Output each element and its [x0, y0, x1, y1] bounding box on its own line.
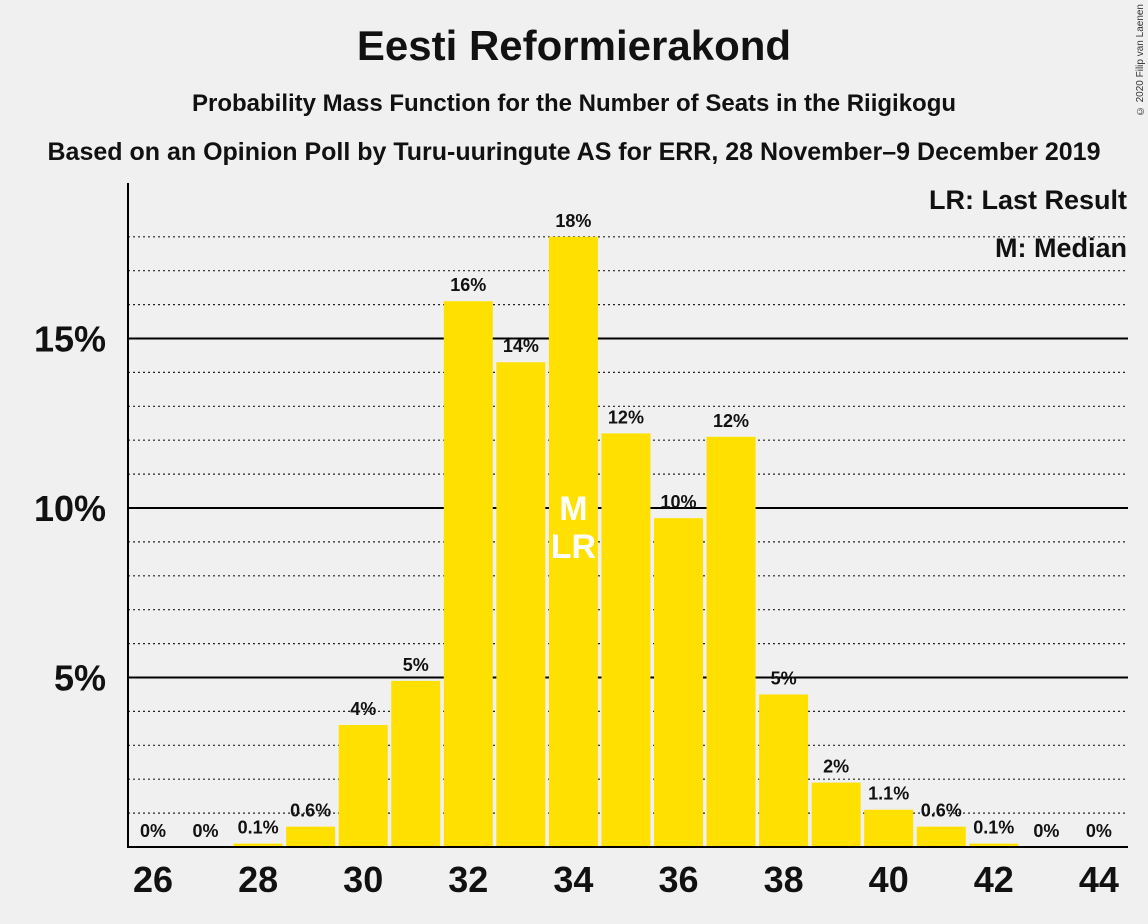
median-marker: M	[559, 490, 587, 528]
chart-subtitle: Probability Mass Function for the Number…	[191, 90, 957, 117]
bar-seat-39	[811, 782, 861, 847]
bar-seat-28	[233, 843, 283, 847]
legend-median: M: Median	[995, 233, 1127, 263]
bar-seat-31	[391, 680, 441, 847]
data-label: 0.1%	[973, 818, 1014, 838]
legend-last-result: LR: Last Result	[929, 185, 1127, 215]
x-tick-label: 34	[553, 859, 593, 900]
bar-seat-34	[548, 236, 598, 848]
bar-seat-38	[759, 694, 809, 847]
data-label: 12%	[608, 407, 644, 427]
bar-seat-29	[286, 826, 336, 847]
data-label: 16%	[450, 275, 486, 295]
bar-seat-32	[443, 301, 493, 848]
y-tick-label: 5%	[54, 658, 106, 699]
data-label: 0.6%	[921, 801, 962, 821]
x-tick-label: 30	[343, 859, 383, 900]
data-label: 0%	[1086, 821, 1112, 841]
data-label: 1.1%	[868, 784, 909, 804]
bar-seat-35	[601, 433, 651, 847]
x-tick-label: 42	[974, 859, 1014, 900]
bar-seat-37	[706, 436, 756, 847]
bar-seat-40	[864, 809, 914, 847]
last-result-marker: LR	[551, 528, 596, 566]
data-label: 4%	[350, 699, 376, 719]
data-label: 2%	[823, 757, 849, 777]
data-label: 18%	[555, 211, 591, 231]
data-label: 0.1%	[238, 818, 279, 838]
data-label: 0%	[1033, 821, 1059, 841]
x-tick-label: 38	[764, 859, 804, 900]
data-label: 0%	[140, 821, 166, 841]
data-label: 5%	[403, 655, 429, 675]
y-tick-label: 15%	[34, 319, 106, 360]
bar-seat-42	[969, 843, 1019, 847]
x-tick-label: 44	[1079, 859, 1119, 900]
data-label: 14%	[503, 336, 539, 356]
x-tick-label: 32	[448, 859, 488, 900]
chart-source: Based on an Opinion Poll by Turu-uuringu…	[47, 138, 1101, 166]
chart-title: Eesti Reformierakond	[356, 22, 792, 69]
x-tick-label: 36	[658, 859, 698, 900]
data-label: 5%	[771, 668, 797, 688]
x-tick-label: 40	[869, 859, 909, 900]
x-tick-label: 26	[133, 859, 173, 900]
x-tick-label: 28	[238, 859, 278, 900]
data-label: 12%	[713, 411, 749, 431]
bar-seat-41	[916, 826, 966, 847]
bar-seat-36	[654, 518, 703, 847]
data-label: 0%	[193, 821, 219, 841]
data-label: 0.6%	[290, 801, 331, 821]
data-label: 10%	[660, 492, 696, 512]
bar-seat-33	[496, 362, 546, 847]
bar-seat-30	[338, 724, 388, 847]
y-tick-label: 10%	[34, 488, 106, 529]
